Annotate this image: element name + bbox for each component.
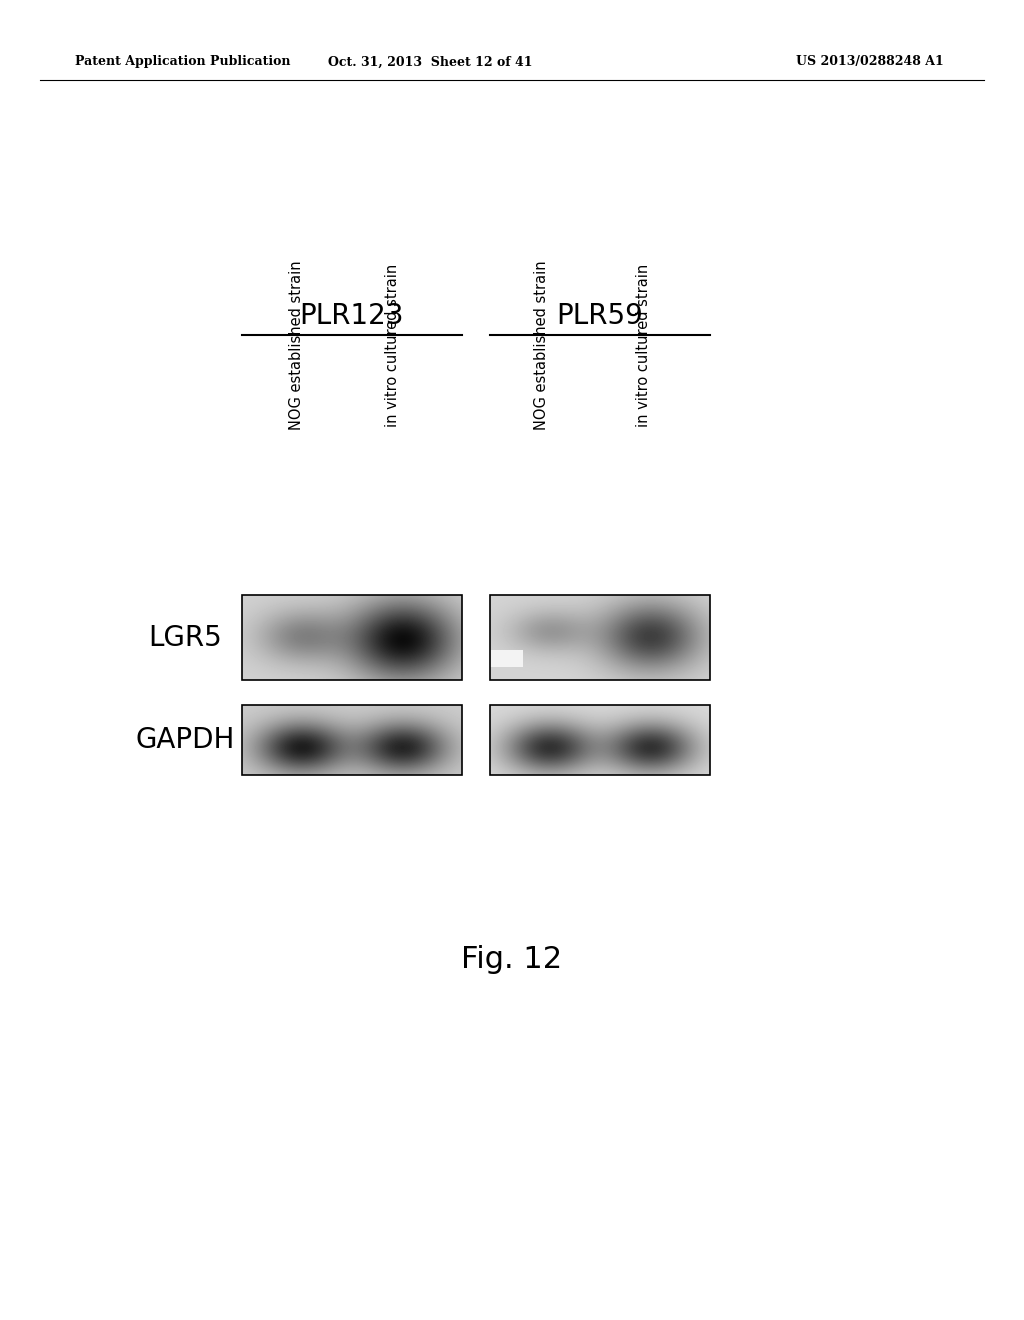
Bar [242,705,462,775]
Text: LGR5: LGR5 [148,623,222,652]
Bar [242,595,462,680]
Text: NOG established strain: NOG established strain [535,260,550,430]
Text: in vitro cultured strain: in vitro cultured strain [385,264,400,426]
Text: Patent Application Publication: Patent Application Publication [75,55,291,69]
Text: in vitro cultured strain: in vitro cultured strain [636,264,650,426]
Text: GAPDH: GAPDH [135,726,234,754]
Text: PLR123: PLR123 [300,302,404,330]
Text: US 2013/0288248 A1: US 2013/0288248 A1 [796,55,944,69]
Text: NOG established strain: NOG established strain [289,260,303,430]
Text: Oct. 31, 2013  Sheet 12 of 41: Oct. 31, 2013 Sheet 12 of 41 [328,55,532,69]
Bar [490,595,710,680]
Text: Fig. 12: Fig. 12 [462,945,562,974]
Text: PLR59: PLR59 [557,302,643,330]
Bar [490,705,710,775]
